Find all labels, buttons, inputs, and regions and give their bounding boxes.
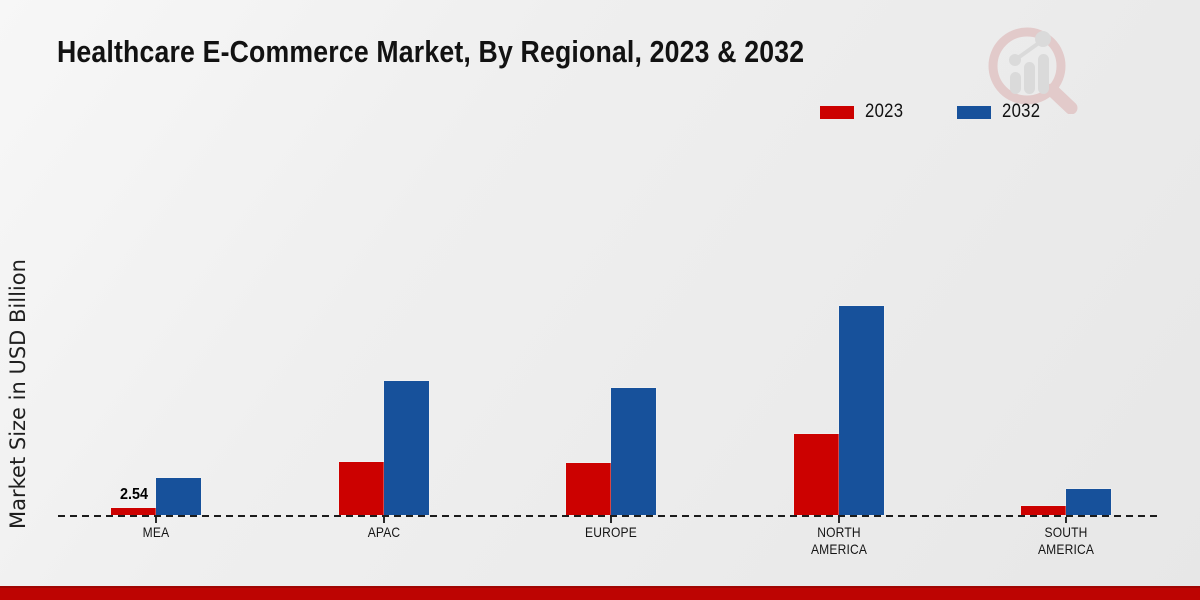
bar-2032-apac xyxy=(383,381,429,515)
x-axis-tick xyxy=(837,517,840,523)
plot-area: MEA APAC EUROPE NORTH AMERICA SOUTH AMERICA 2.5… xyxy=(58,0,1162,600)
legend-item-2032: 2032 xyxy=(956,101,1045,123)
bar-2032-south-america xyxy=(1066,489,1111,515)
legend-label-2023: 2023 xyxy=(865,101,904,122)
legend-swatch-2023 xyxy=(820,105,855,119)
bar-2032-north-america xyxy=(838,306,884,515)
x-axis-tick xyxy=(155,517,157,523)
magnifier-bar-chart-logo-icon xyxy=(988,27,1078,114)
footer-red-strip xyxy=(0,586,1200,600)
x-axis-tick xyxy=(382,517,385,523)
bar-2023-mea xyxy=(111,508,156,515)
legend-item-2023: 2023 xyxy=(820,101,908,123)
x-axis-category-label: MEA xyxy=(142,524,170,540)
x-axis-category-label: EUROPE xyxy=(585,524,637,540)
x-axis-category-label: APAC xyxy=(367,524,400,540)
x-axis-dashed-baseline xyxy=(58,515,1162,517)
x-axis-tick xyxy=(610,517,612,523)
bar-2032-europe xyxy=(611,388,656,515)
legend-label-2032: 2032 xyxy=(1001,101,1040,122)
x-axis-category-label: NORTH AMERICA xyxy=(810,524,867,557)
x-axis-category-label: SOUTH AMERICA xyxy=(1037,524,1095,557)
x-axis-tick xyxy=(1065,517,1067,523)
bar-2023-north-america xyxy=(793,434,839,515)
legend: 2023 2032 xyxy=(820,101,1045,123)
bar-2023-apac xyxy=(338,462,384,515)
legend-swatch-2032 xyxy=(956,105,991,119)
chart-title: Healthcare E-Commerce Market, By Regiona… xyxy=(57,34,805,69)
bar-2023-south-america xyxy=(1021,506,1066,515)
bar-2023-europe xyxy=(566,463,611,515)
data-label-2023-mea: 2.54 xyxy=(119,486,148,503)
y-axis-label: Market Size in USD Billion xyxy=(6,259,30,530)
bar-2032-mea xyxy=(156,478,201,515)
